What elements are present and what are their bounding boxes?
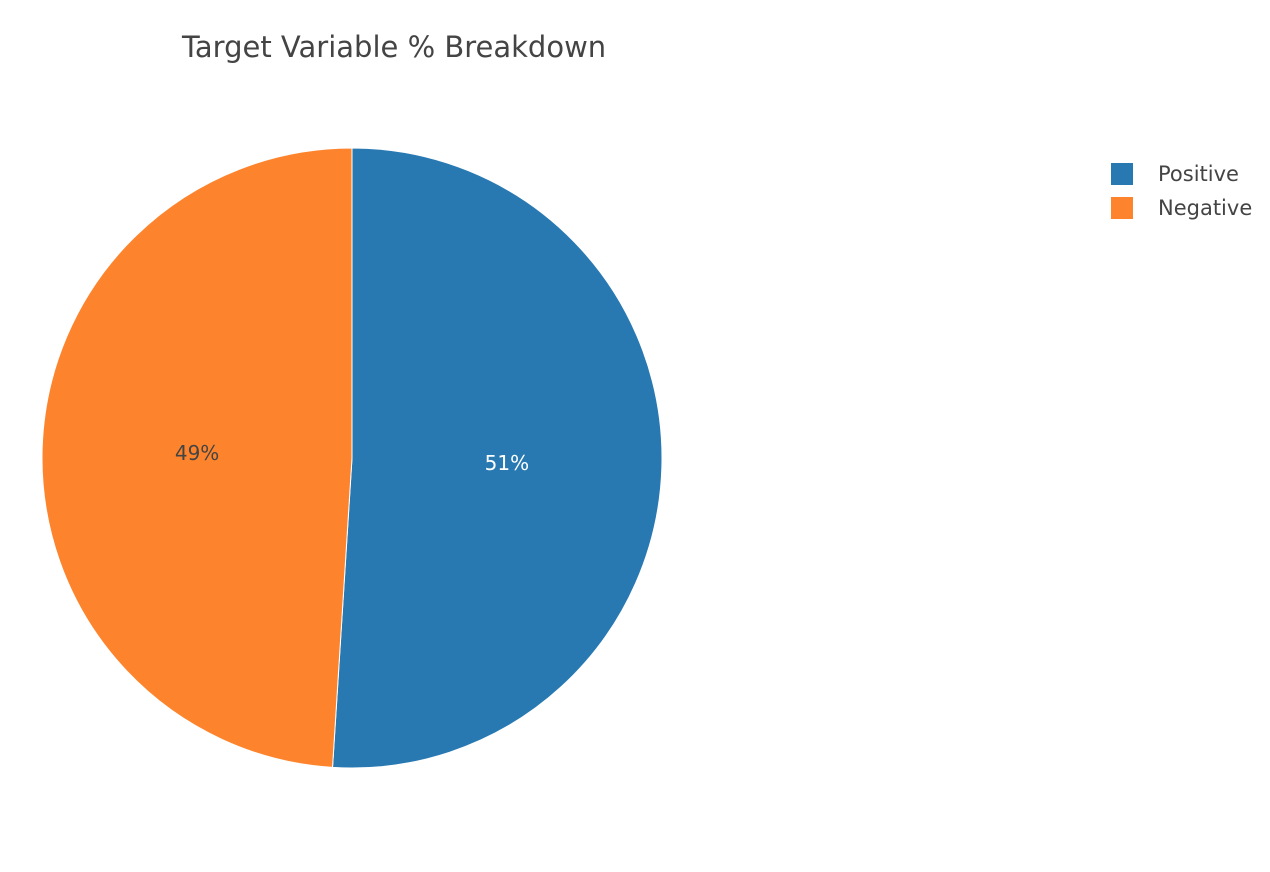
slice-label-positive: 51% xyxy=(485,451,529,475)
legend: Positive Negative xyxy=(1111,162,1252,220)
slice-label-negative: 49% xyxy=(175,441,219,465)
pie-slices xyxy=(41,147,663,769)
pie-slice-labels: 51% 49% xyxy=(175,441,529,475)
legend-label-positive[interactable]: Positive xyxy=(1158,162,1239,186)
pie-slice-positive xyxy=(332,147,663,769)
legend-swatch-positive[interactable] xyxy=(1111,163,1133,185)
legend-label-negative[interactable]: Negative xyxy=(1158,196,1252,220)
pie-slice-negative xyxy=(41,147,353,768)
legend-swatch-negative[interactable] xyxy=(1111,197,1133,219)
chart-title: Target Variable % Breakdown xyxy=(181,30,606,64)
